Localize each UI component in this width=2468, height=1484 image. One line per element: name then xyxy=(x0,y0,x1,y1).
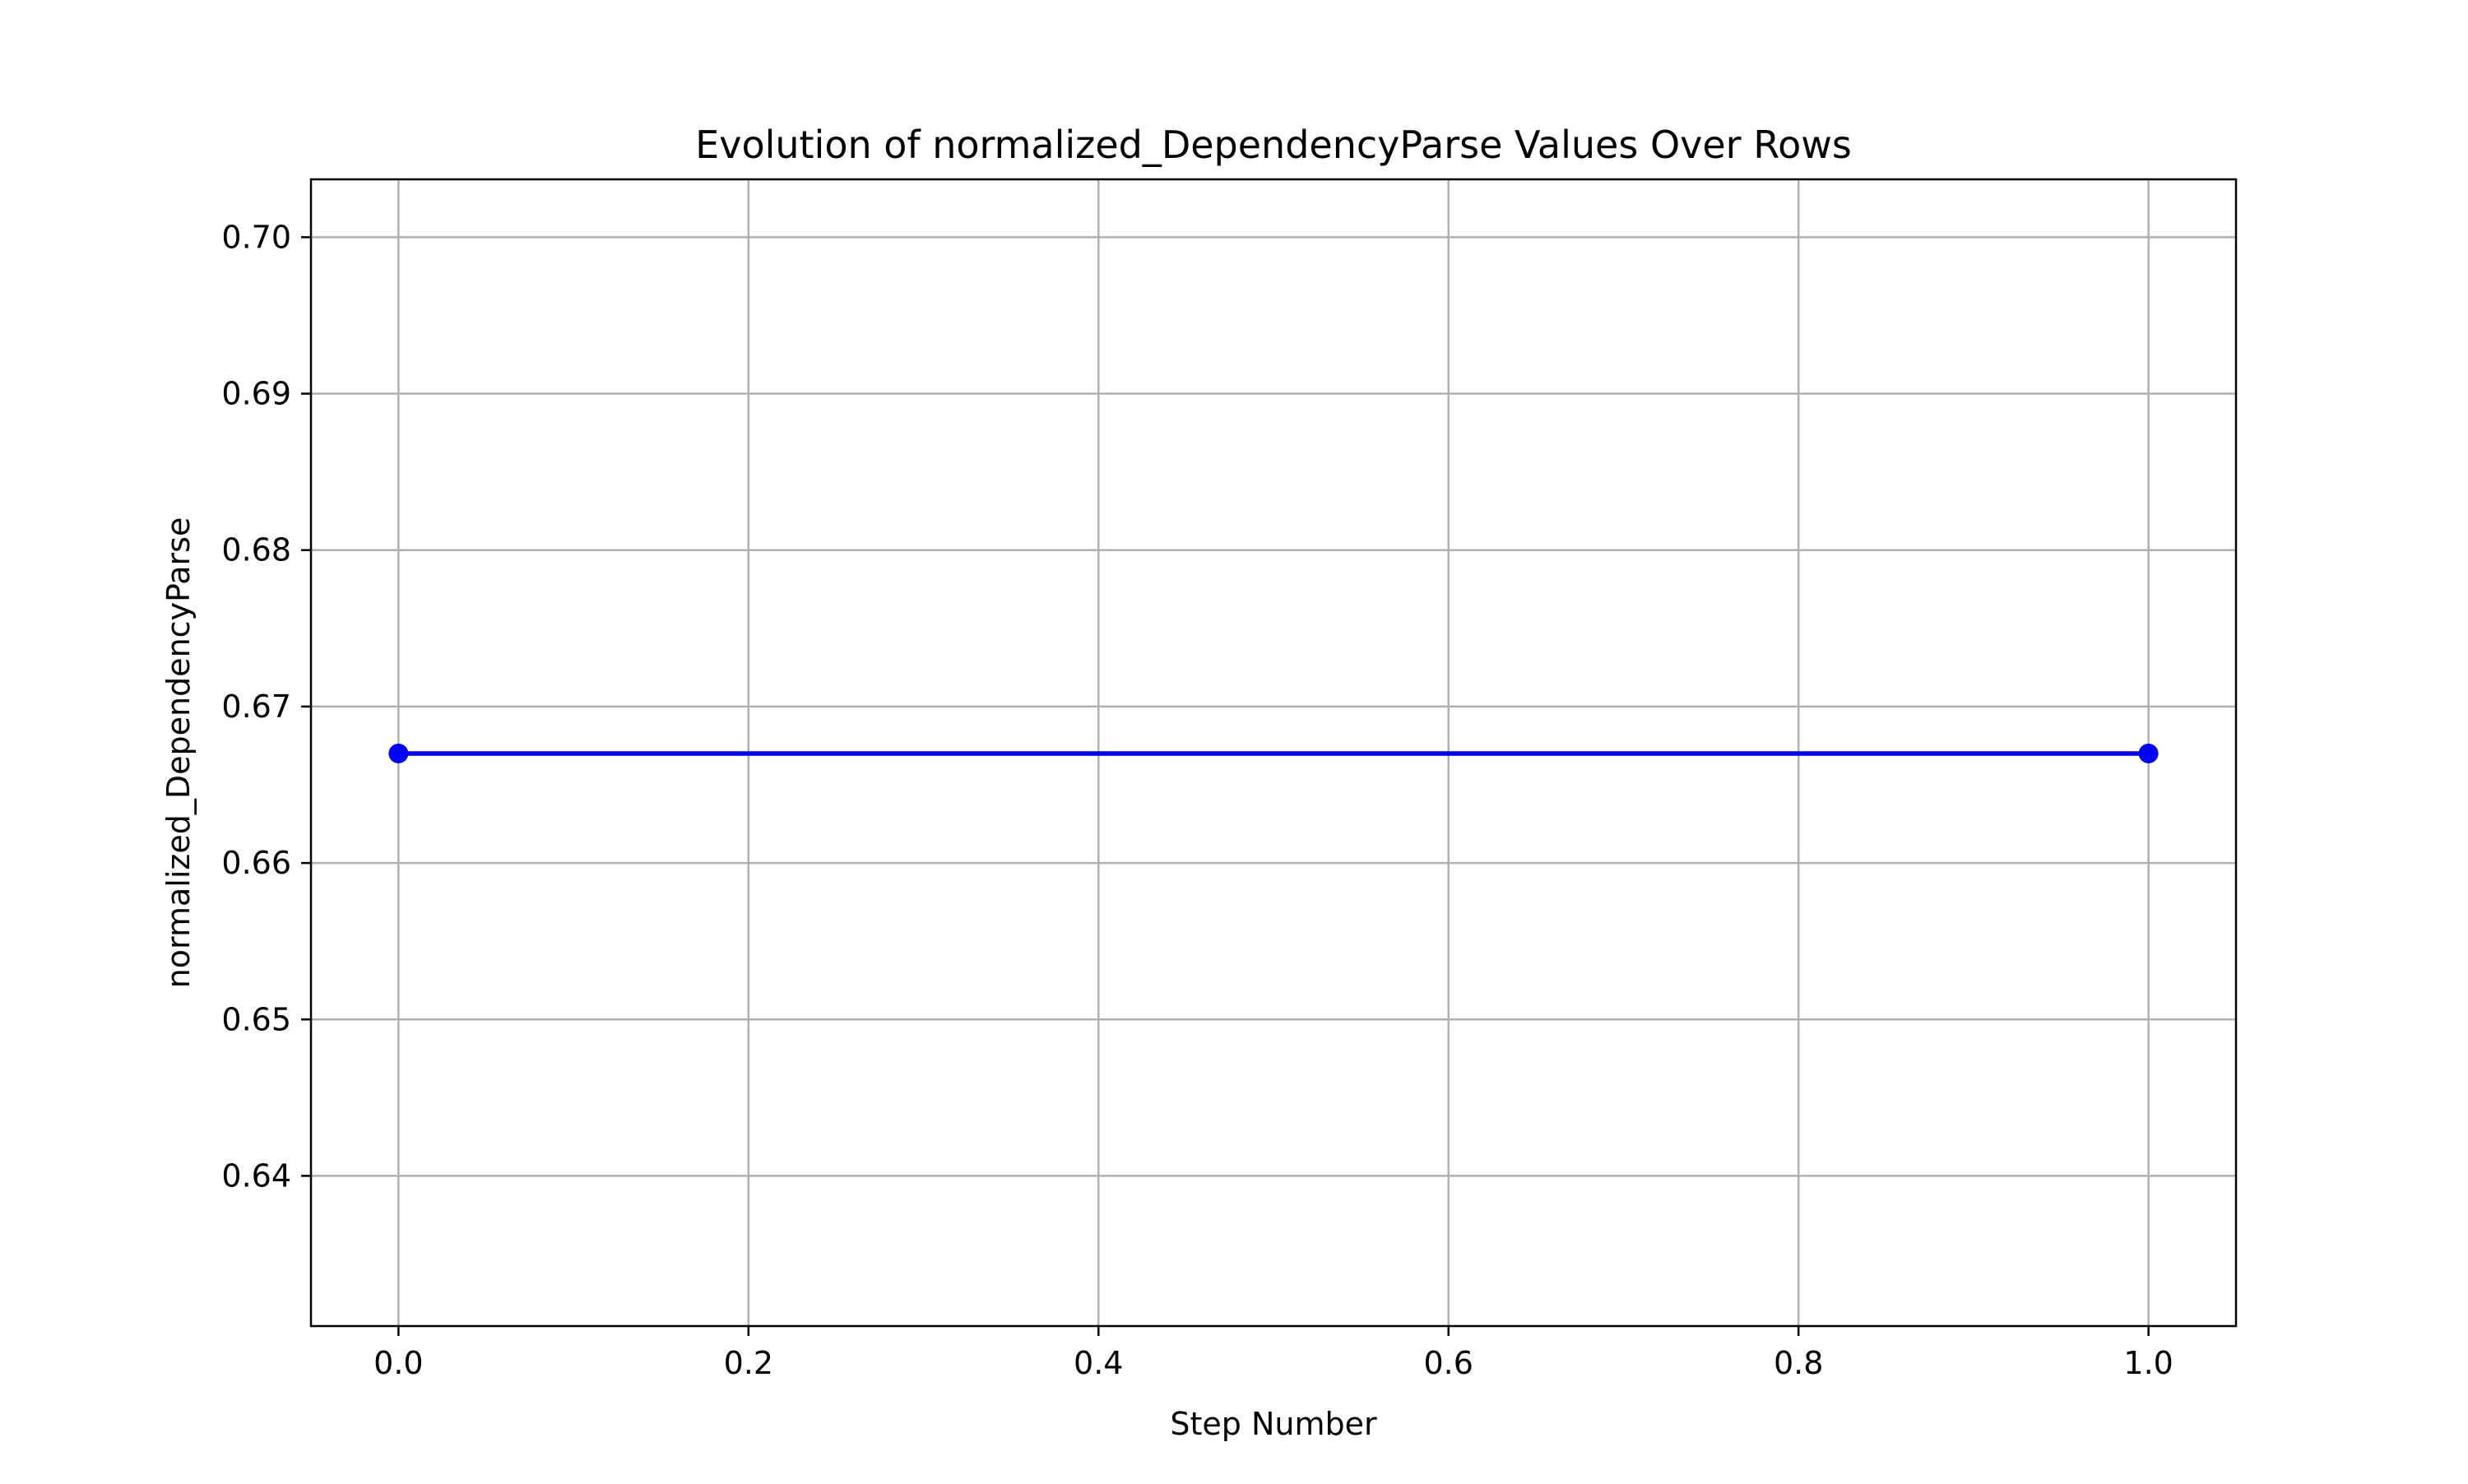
x-tick-label: 0.6 xyxy=(1424,1345,1473,1381)
chart-title: Evolution of normalized_DependencyParse … xyxy=(695,123,1852,167)
y-tick-label: 0.67 xyxy=(221,689,291,725)
y-tick-label: 0.65 xyxy=(221,1001,291,1037)
y-tick-label: 0.66 xyxy=(221,845,291,881)
y-tick-label: 0.70 xyxy=(221,219,291,255)
data-point xyxy=(388,743,409,763)
x-axis-label: Step Number xyxy=(1170,1406,1377,1442)
x-tick-label: 0.2 xyxy=(724,1345,773,1381)
ticks: 0.0 0.2 0.4 0.6 0.8 1.0 0.64 0.65 0.66 0.67 0.68 0.… xyxy=(221,219,2173,1381)
data-point xyxy=(2138,743,2159,763)
y-tick-label: 0.64 xyxy=(221,1157,291,1194)
x-tick-label: 1.0 xyxy=(2123,1345,2173,1381)
series xyxy=(388,743,2159,763)
y-tick-label: 0.68 xyxy=(221,532,291,568)
axes-frame xyxy=(309,178,2238,1328)
x-tick-label: 0.8 xyxy=(1774,1345,1823,1381)
x-tick-label: 0.0 xyxy=(373,1345,423,1381)
x-tick-label: 0.4 xyxy=(1074,1345,1123,1381)
y-axis-label: normalized_DependencyParse xyxy=(160,517,197,989)
y-tick-label: 0.69 xyxy=(221,376,291,412)
